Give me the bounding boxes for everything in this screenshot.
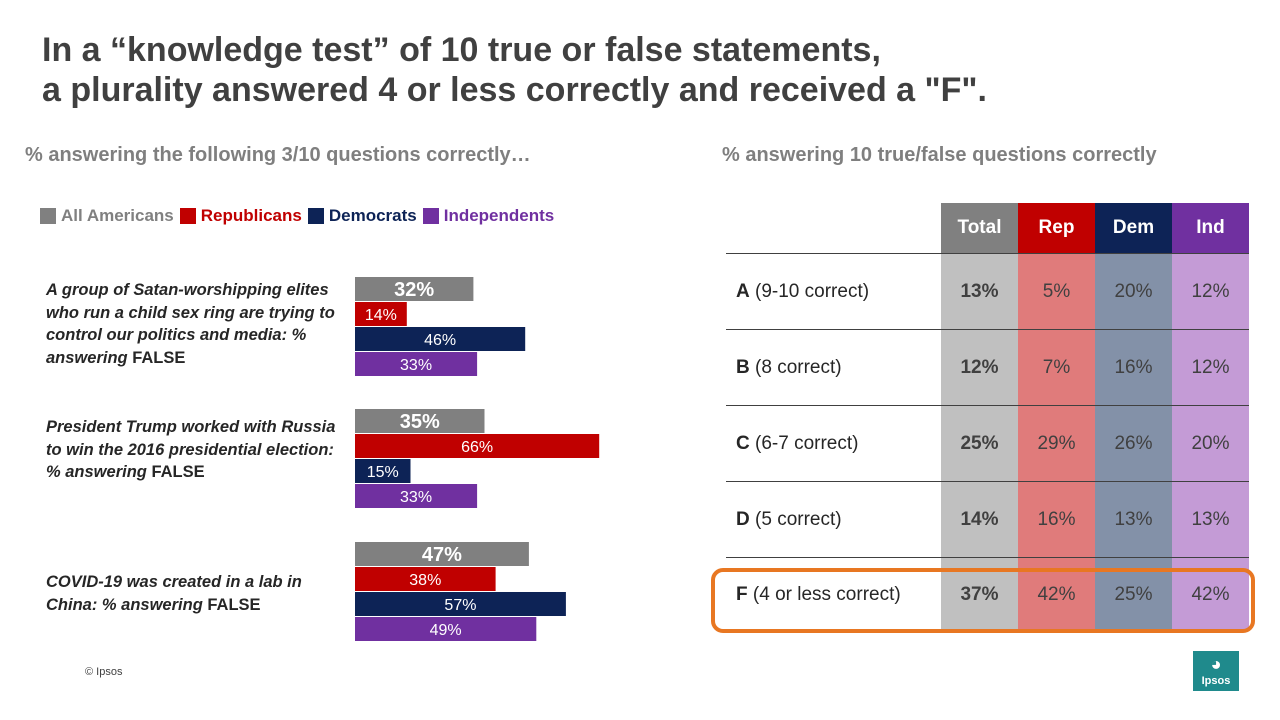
grade-letter: C — [736, 432, 750, 454]
grade-label: D (5 correct) — [726, 481, 941, 558]
logo-text: Ipsos — [1201, 675, 1231, 687]
legend-item-all-americans: All Americans — [40, 206, 174, 226]
cell-ind: 12% — [1172, 329, 1249, 406]
table-row: C (6-7 correct) 25% 29% 26% 20% — [726, 405, 1249, 482]
cell-rep: 5% — [1018, 253, 1095, 330]
grade-letter: D — [736, 508, 750, 530]
grade-results-table: Total Rep Dem Ind A (9-10 correct) 13% 5… — [726, 203, 1249, 631]
legend-item-independents: Independents — [422, 206, 555, 226]
question-answer: FALSE — [132, 348, 186, 367]
question-label-1: A group of Satan-worshipping elites who … — [46, 279, 346, 369]
grade-desc: (6-7 correct) — [755, 432, 859, 454]
cell-dem: 20% — [1095, 253, 1172, 330]
table-row: D (5 correct) 14% 16% 13% 13% — [726, 481, 1249, 558]
table-header-dem: Dem — [1095, 203, 1172, 254]
cell-total: 13% — [941, 253, 1018, 330]
cell-dem: 13% — [1095, 481, 1172, 558]
f-row-highlight-outline — [711, 568, 1255, 633]
grade-desc: (5 correct) — [755, 508, 842, 530]
bar-label: 66% — [461, 439, 493, 456]
grade-desc: (8 correct) — [755, 356, 842, 378]
copyright-text: © Ipsos — [85, 666, 123, 678]
cell-total: 12% — [941, 329, 1018, 406]
cell-ind: 13% — [1172, 481, 1249, 558]
title-line-2: a plurality answered 4 or less correctly… — [42, 71, 987, 109]
question-label-3: COVID-19 was created in a lab in China: … — [46, 571, 346, 616]
table-header-row: Total Rep Dem Ind — [726, 203, 1249, 254]
table-header-ind: Ind — [1172, 203, 1249, 254]
cell-total: 25% — [941, 405, 1018, 482]
table-row: A (9-10 correct) 13% 5% 20% 12% — [726, 253, 1249, 330]
grade-letter: A — [736, 280, 750, 302]
legend-label: All Americans — [61, 206, 174, 225]
cell-total: 14% — [941, 481, 1018, 558]
bar-all-americans-2 — [355, 409, 485, 433]
chart-legend: All Americans Republicans Democrats Inde… — [40, 206, 560, 226]
left-chart-subtitle: % answering the following 3/10 questions… — [25, 144, 531, 166]
bar-label: 33% — [400, 357, 432, 374]
question-text: A group of Satan-worshipping elites who … — [46, 281, 335, 367]
bar-independents-3 — [355, 617, 537, 641]
bar-all-americans-1 — [355, 277, 474, 301]
grade-letter: B — [736, 356, 750, 378]
bar-republicans-3 — [355, 567, 496, 591]
cell-rep: 16% — [1018, 481, 1095, 558]
bar-label: 33% — [400, 489, 432, 506]
question-text: COVID-19 was created in a lab in China: … — [46, 573, 302, 614]
cell-ind: 20% — [1172, 405, 1249, 482]
grade-label: C (6-7 correct) — [726, 405, 941, 482]
bar-label: 38% — [409, 572, 441, 589]
legend-swatch — [40, 208, 56, 224]
legend-label: Democrats — [328, 206, 417, 225]
legend-label: Independents — [443, 206, 555, 225]
table-header-blank — [726, 203, 941, 254]
slide-title: In a “knowledge test” of 10 true or fals… — [42, 30, 1242, 110]
title-line-1: In a “knowledge test” of 10 true or fals… — [42, 31, 881, 69]
bar-label: 15% — [367, 464, 399, 481]
bar-republicans-1 — [355, 302, 407, 326]
cell-dem: 16% — [1095, 329, 1172, 406]
grade-desc: (9-10 correct) — [755, 280, 870, 302]
table-row: B (8 correct) 12% 7% 16% 12% — [726, 329, 1249, 406]
bar-independents-2 — [355, 484, 478, 508]
legend-item-republicans: Republicans — [179, 206, 302, 226]
ipsos-logo: ◕ Ipsos — [1193, 651, 1239, 691]
cell-dem: 26% — [1095, 405, 1172, 482]
bar-label: 35% — [400, 411, 440, 433]
bar-democrats-2 — [355, 459, 411, 483]
bar-all-americans-3 — [355, 542, 529, 566]
question-text: President Trump worked with Russia to wi… — [46, 418, 336, 481]
bar-label: 46% — [424, 332, 456, 349]
grade-label: B (8 correct) — [726, 329, 941, 406]
bar-democrats-1 — [355, 327, 526, 351]
bar-label: 57% — [444, 597, 476, 614]
legend-swatch — [307, 208, 324, 224]
table-header-rep: Rep — [1018, 203, 1095, 254]
grade-letter: F — [736, 583, 748, 605]
right-table-subtitle: % answering 10 true/false questions corr… — [722, 144, 1157, 166]
question-answer: FALSE — [207, 595, 261, 614]
question-label-2: President Trump worked with Russia to wi… — [46, 416, 346, 484]
legend-label: Republicans — [200, 206, 302, 225]
grade-desc: (4 or less correct) — [752, 583, 901, 605]
cell-ind: 12% — [1172, 253, 1249, 330]
bar-independents-1 — [355, 352, 478, 376]
table-header-total: Total — [941, 203, 1018, 254]
cell-rep: 29% — [1018, 405, 1095, 482]
logo-mark-icon: ◕ — [1210, 654, 1222, 674]
cell-rep: 7% — [1018, 329, 1095, 406]
legend-item-democrats: Democrats — [307, 206, 417, 226]
question-answer: FALSE — [151, 463, 205, 481]
bar-democrats-3 — [355, 592, 566, 616]
bar-label: 32% — [394, 279, 434, 301]
bar-label: 14% — [365, 307, 397, 324]
bar-label: 47% — [422, 544, 462, 566]
bar-republicans-2 — [355, 434, 600, 458]
legend-swatch — [422, 208, 439, 224]
grade-label: A (9-10 correct) — [726, 253, 941, 330]
bar-label: 49% — [430, 622, 462, 639]
legend-swatch — [179, 208, 196, 224]
